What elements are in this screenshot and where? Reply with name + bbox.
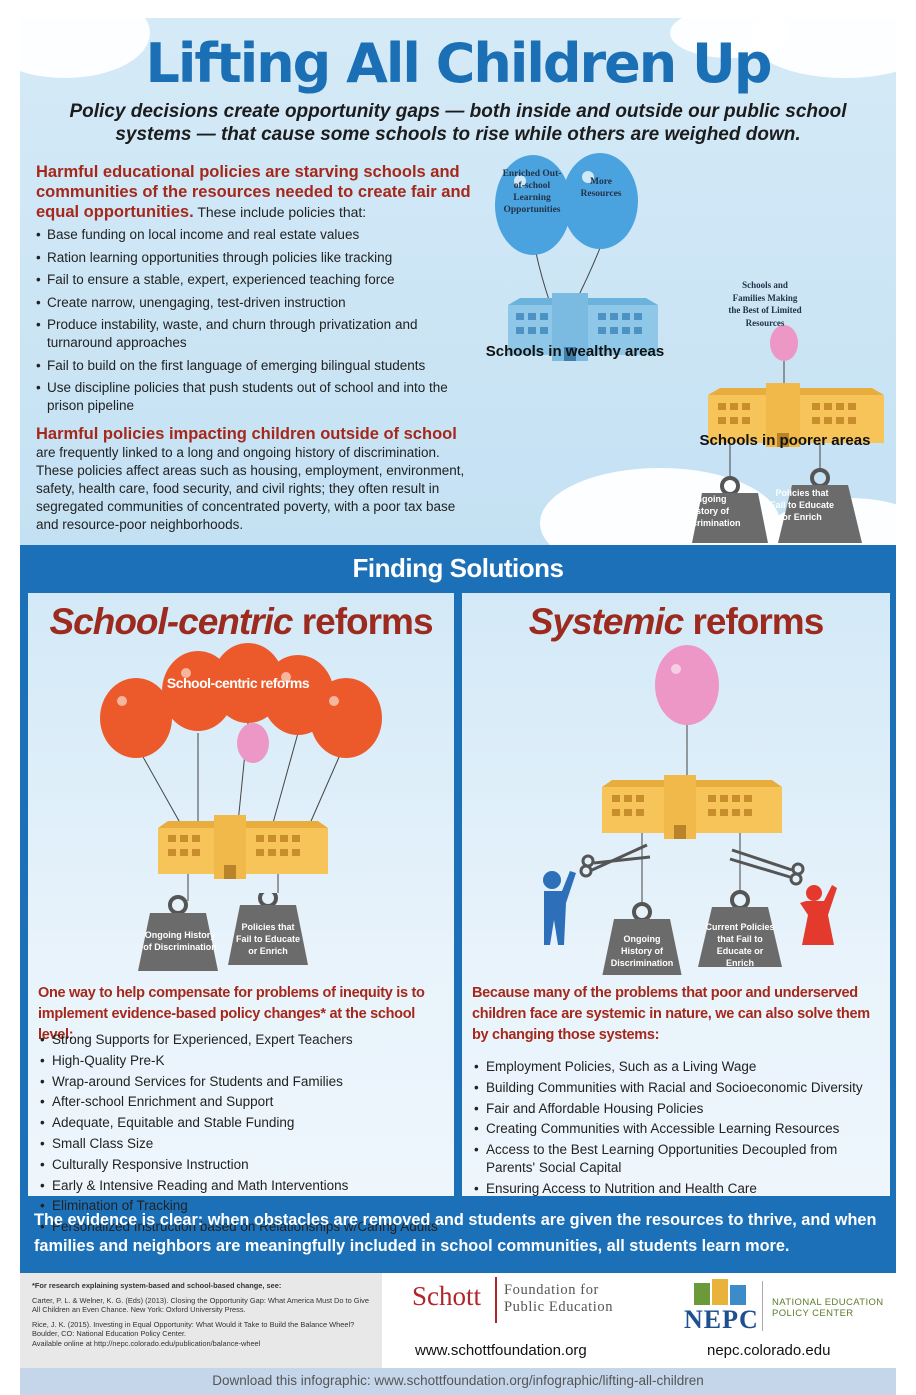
systemic-list: Employment Policies, Such as a Living Wa…: [474, 1058, 886, 1201]
list-item: Early & Intensive Reading and Math Inter…: [40, 1177, 452, 1195]
systemic-panel: Systemic reforms: [462, 593, 890, 1198]
list-item: Ration learning opportunities through po…: [36, 249, 476, 267]
list-item: Base funding on local income and real es…: [36, 226, 476, 244]
weight-discrimination: [602, 919, 682, 975]
nepc-logo-icon: [694, 1279, 746, 1305]
poorer-areas-label: Schools in poorer areas: [699, 432, 871, 449]
schott-logo-subtitle: Foundation for Public Education: [504, 1282, 613, 1316]
scissors-icon: [579, 843, 805, 886]
page-title: Lifting All Children Up: [145, 32, 773, 95]
list-item: Produce instability, waste, and churn th…: [36, 316, 476, 352]
systemic-title-rest: reforms: [683, 601, 824, 642]
school-centric-weights: [138, 893, 308, 971]
person-red-figure: [800, 885, 837, 945]
list-item: Fail to ensure a stable, expert, experie…: [36, 271, 476, 289]
balloon-banner: School-centric reforms: [166, 675, 310, 691]
footer: *For research explaining system-based an…: [20, 1273, 896, 1368]
weight-discrimination: [692, 493, 768, 543]
solutions-title: Finding Solutions: [352, 553, 564, 583]
weight-failing-policies: [228, 905, 308, 965]
references: *For research explaining system-based an…: [20, 1273, 382, 1368]
nepc-logo-subtitle: NATIONAL EDUCATION POLICY CENTER: [772, 1297, 884, 1319]
school-centric-title-rest: reforms: [292, 601, 434, 642]
nepc-logo-divider: [762, 1281, 763, 1331]
school-centric-panel: School-centric reforms: [28, 593, 454, 1236]
harmful-outside-body: are frequently linked to a long and ongo…: [36, 445, 465, 532]
list-item: Employment Policies, Such as a Living Wa…: [474, 1058, 886, 1076]
harmful-outside-heading: Harmful policies impacting children outs…: [36, 425, 457, 443]
balloon-resources: [562, 153, 638, 249]
list-item: Creating Communities with Accessible Lea…: [474, 1120, 886, 1138]
weight-label-policies: Policies that Fail to Educate or Enrich: [235, 922, 300, 956]
weight-discrimination: [138, 913, 218, 971]
harmful-school-heading: Harmful educational policies are starvin…: [36, 163, 471, 221]
balloon-pink: [655, 645, 719, 725]
weight-label-discrimination: Ongoing History of Discrimination: [610, 934, 674, 968]
list-item: Small Class Size: [40, 1135, 452, 1153]
harmful-outside-paragraph: Harmful policies impacting children outs…: [36, 424, 476, 534]
weight-label-policies: Current Policies that Fail to Educate or…: [705, 922, 775, 968]
weight-failing-policies: [698, 907, 782, 967]
limited-resources-label: Schools and Families Making the Best of …: [728, 280, 802, 328]
nepc-line-1: NATIONAL EDUCATION: [772, 1297, 884, 1308]
weight-failing-policies: [778, 485, 862, 543]
harmful-school-intro-text: These include policies that:: [197, 204, 367, 220]
person-blue-figure: [543, 871, 576, 945]
nepc-url-link[interactable]: nepc.colorado.edu: [707, 1342, 831, 1359]
page-subtitle: Policy decisions create opportunity gaps…: [69, 101, 847, 145]
reference-item: Carter, P. L. & Welner, K. G. (Eds) (201…: [32, 1295, 369, 1315]
nepc-line-2: POLICY CENTER: [772, 1308, 854, 1319]
wealthy-areas-label: Schools in wealthy areas: [485, 343, 665, 360]
balloon-label-resources: More Resources: [580, 177, 622, 199]
finding-solutions-section: Finding Solutions School-centric reforms: [20, 545, 896, 1273]
systemic-lead: Because many of the problems that poor a…: [472, 985, 870, 1043]
download-link[interactable]: Download this infographic: www.schottfou…: [20, 1368, 896, 1395]
reference-item: Available online at http://nepc.colorado…: [32, 1338, 261, 1348]
references-heading: *For research explaining system-based an…: [32, 1281, 282, 1290]
systemic-illustration: [543, 645, 837, 975]
list-item: Ensuring Access to Nutrition and Health …: [474, 1180, 886, 1198]
school-centric-title-italic: School-centric: [49, 601, 293, 642]
list-item: Personalized Instruction based on Relati…: [40, 1218, 452, 1236]
cloud-decoration: [670, 18, 790, 58]
small-pink-balloon: [770, 325, 798, 361]
harmful-policies-list: Base funding on local income and real es…: [36, 226, 476, 420]
list-item: Adequate, Equitable and Stable Funding: [40, 1114, 452, 1132]
list-item: Create narrow, unengaging, test-driven i…: [36, 294, 476, 312]
systemic-title: Systemic reforms: [462, 601, 890, 643]
school-centric-lead: One way to help compensate for problems …: [38, 985, 425, 1043]
systemic-title-italic: Systemic: [528, 601, 684, 642]
weight-label-discrimination: Ongoing History of Discrimination: [143, 930, 217, 952]
schott-url-link[interactable]: www.schottfoundation.org: [415, 1342, 587, 1359]
school-centric-title: School-centric reforms: [28, 601, 454, 643]
school-centric-list: Strong Supports for Experienced, Expert …: [40, 1031, 452, 1239]
list-item: After-school Enrichment and Support: [40, 1093, 452, 1111]
nepc-logo: NEPC: [684, 1305, 759, 1334]
balloon-label-enriched: Enriched Out-of-school Learning Opportun…: [502, 169, 562, 215]
schott-logo-divider: [495, 1277, 497, 1323]
schott-logo: Schott: [412, 1281, 482, 1311]
list-item: Fair and Affordable Housing Policies: [474, 1100, 886, 1118]
weight-label-policies: Policies that Fail to Educate or Enrich: [769, 488, 834, 522]
list-item: Strong Supports for Experienced, Expert …: [40, 1031, 452, 1049]
list-item: Wrap-around Services for Students and Fa…: [40, 1073, 452, 1091]
schott-line-1: Foundation for: [504, 1282, 599, 1298]
schott-line-2: Public Education: [504, 1299, 614, 1315]
school-centric-illustration: [100, 643, 382, 901]
harmful-school-intro: Harmful educational policies are starvin…: [36, 162, 476, 222]
balloon-enriched: [495, 155, 571, 255]
rising-schools-illustration: [495, 153, 884, 543]
list-item: Access to the Best Learning Opportunitie…: [474, 1141, 886, 1177]
problem-section: Lifting All Children Up Policy decisions…: [20, 18, 896, 545]
list-item: Fail to build on the first language of e…: [36, 357, 476, 375]
list-item: Elimination of Tracking: [40, 1197, 452, 1215]
balloon-orange: [262, 655, 334, 735]
weight-label-discrimination: Ongoing History of Discrimination: [678, 494, 741, 528]
list-item: Culturally Responsive Instruction: [40, 1156, 452, 1174]
list-item: Building Communities with Racial and Soc…: [474, 1079, 886, 1097]
evidence-statement: The evidence is clear: when obstacles ar…: [34, 1211, 877, 1255]
list-item: Use discipline policies that push studen…: [36, 379, 476, 415]
list-item: High-Quality Pre-K: [40, 1052, 452, 1070]
reference-item: Rice, J. K. (2015). Investing in Equal O…: [32, 1319, 355, 1339]
